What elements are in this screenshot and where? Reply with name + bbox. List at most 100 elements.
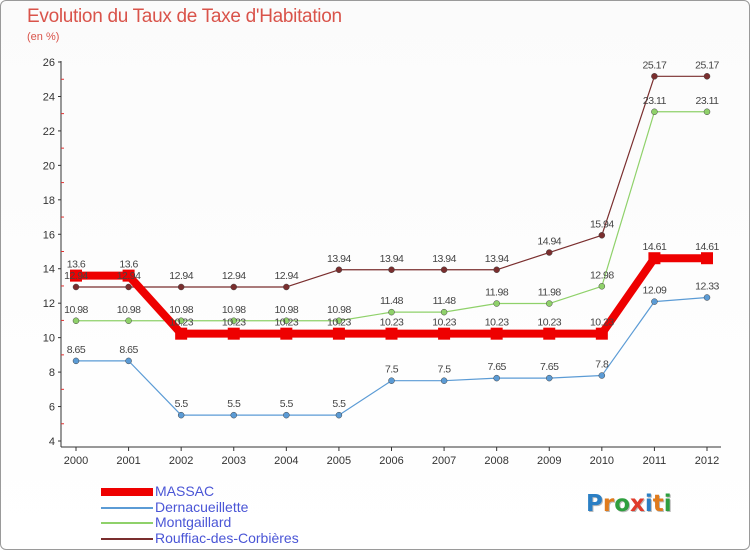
data-point bbox=[546, 300, 553, 307]
data-point bbox=[546, 249, 553, 256]
data-label: 23.11 bbox=[696, 95, 720, 107]
data-label: 5.5 bbox=[332, 398, 346, 410]
y-tick-label: 4 bbox=[49, 436, 55, 448]
legend-swatch bbox=[101, 537, 153, 540]
data-label: 11.98 bbox=[538, 287, 562, 299]
data-label: 7.8 bbox=[595, 359, 609, 371]
x-tick-label: 2012 bbox=[695, 455, 719, 467]
proxiti-logo: Proxiti bbox=[586, 491, 672, 517]
data-point bbox=[493, 374, 500, 382]
data-point bbox=[70, 269, 82, 282]
y-tick-label: 22 bbox=[43, 126, 55, 138]
chart-title: Evolution du Taux de Taxe d'Habitation bbox=[27, 6, 342, 27]
data-point bbox=[175, 327, 188, 340]
data-point bbox=[72, 357, 80, 365]
data-label: 10.98 bbox=[222, 304, 246, 316]
data-label: 10.23 bbox=[537, 317, 561, 329]
y-tick-label: 14 bbox=[43, 264, 55, 276]
data-label: 13.6 bbox=[119, 259, 138, 271]
data-point bbox=[598, 372, 606, 379]
data-label: 7.65 bbox=[487, 361, 506, 373]
data-label: 10.23 bbox=[590, 317, 614, 329]
data-label: 11.98 bbox=[485, 287, 509, 299]
legend-swatch bbox=[101, 488, 153, 496]
data-label: 13.94 bbox=[380, 253, 404, 265]
data-label: 10.23 bbox=[485, 317, 509, 329]
data-label: 12.98 bbox=[590, 269, 614, 281]
data-point bbox=[177, 411, 185, 419]
data-point bbox=[332, 327, 345, 340]
data-point bbox=[546, 374, 553, 382]
data-label: 25.17 bbox=[643, 59, 667, 71]
data-point bbox=[595, 327, 608, 340]
data-label: 14.61 bbox=[643, 241, 667, 253]
data-point bbox=[388, 266, 395, 274]
data-point bbox=[230, 317, 237, 325]
x-tick-label: 2004 bbox=[274, 455, 298, 467]
data-label: 8.65 bbox=[67, 344, 86, 356]
data-point bbox=[227, 327, 240, 340]
data-point bbox=[493, 266, 500, 274]
legend-swatch bbox=[101, 506, 153, 509]
data-point bbox=[703, 294, 711, 301]
y-tick-label: 10 bbox=[43, 333, 55, 345]
data-point bbox=[388, 377, 395, 384]
data-label: 10.23 bbox=[380, 317, 404, 329]
data-label: 10.23 bbox=[327, 317, 351, 329]
data-label: 12.33 bbox=[695, 280, 719, 292]
data-label: 7.5 bbox=[385, 364, 399, 376]
x-tick-label: 2010 bbox=[590, 455, 614, 467]
legend-swatch bbox=[101, 522, 153, 524]
data-label: 23.11 bbox=[643, 95, 667, 107]
data-label: 7.65 bbox=[540, 361, 559, 373]
data-label: 11.48 bbox=[380, 295, 404, 307]
data-point bbox=[438, 327, 451, 340]
data-point bbox=[283, 317, 290, 325]
data-point bbox=[280, 327, 293, 340]
data-label: 13.94 bbox=[327, 253, 351, 265]
data-label: 7.5 bbox=[438, 364, 452, 376]
data-point bbox=[703, 73, 711, 80]
legend-label: Dernacueillette bbox=[155, 498, 249, 515]
data-point bbox=[701, 252, 713, 265]
x-tick-label: 2007 bbox=[432, 455, 456, 467]
data-point bbox=[388, 308, 395, 316]
y-tick-label: 6 bbox=[49, 402, 55, 414]
data-label: 12.94 bbox=[117, 270, 141, 282]
data-point bbox=[125, 283, 132, 291]
legend-label: Rouffiac-des-Corbières bbox=[155, 529, 299, 546]
series-line bbox=[76, 111, 707, 322]
data-label: 10.98 bbox=[274, 304, 298, 316]
data-point bbox=[230, 283, 237, 291]
data-label: 14.61 bbox=[695, 241, 719, 253]
y-tick-label: 18 bbox=[43, 195, 55, 207]
data-label: 12.94 bbox=[222, 270, 246, 282]
data-point bbox=[335, 266, 343, 274]
data-point bbox=[125, 357, 132, 365]
data-label: 5.5 bbox=[280, 398, 294, 410]
data-point bbox=[122, 269, 135, 282]
x-tick-label: 2003 bbox=[222, 455, 246, 467]
legend-label: Montgaillard bbox=[155, 514, 232, 530]
data-label: 13.94 bbox=[432, 253, 456, 265]
data-label: 10.98 bbox=[117, 304, 141, 316]
data-point bbox=[493, 300, 500, 307]
data-label: 10.23 bbox=[169, 317, 193, 329]
data-label: 10.23 bbox=[274, 317, 298, 329]
y-tick-label: 24 bbox=[43, 91, 55, 103]
data-point bbox=[230, 411, 237, 419]
x-tick-label: 2006 bbox=[379, 455, 403, 467]
y-tick-label: 26 bbox=[43, 57, 55, 69]
data-point bbox=[177, 283, 185, 291]
data-point bbox=[651, 108, 658, 116]
x-tick-label: 2009 bbox=[537, 455, 561, 467]
x-tick-label: 2001 bbox=[116, 455, 140, 467]
data-label: 10.23 bbox=[222, 317, 246, 329]
data-point bbox=[283, 283, 290, 291]
y-tick-label: 12 bbox=[43, 298, 55, 310]
data-point bbox=[440, 308, 448, 316]
data-label: 11.48 bbox=[433, 295, 457, 307]
data-label: 10.23 bbox=[432, 317, 456, 329]
